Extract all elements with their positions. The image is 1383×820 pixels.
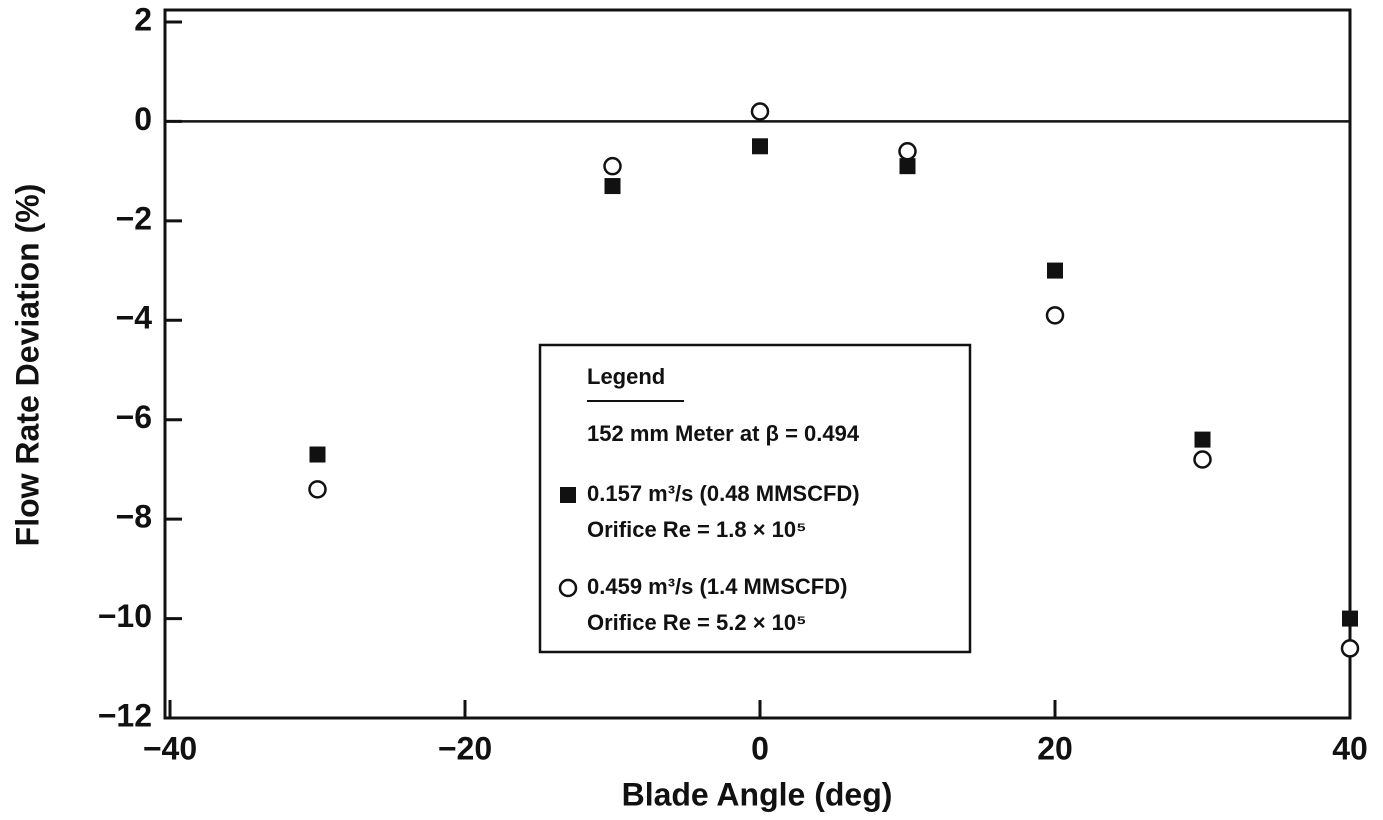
- y-axis-label: Flow Rate Deviation (%): [9, 184, 45, 547]
- legend-detail: Orifice Re = 5.2 × 10⁵: [587, 610, 806, 635]
- y-tick-label: −8: [116, 499, 152, 535]
- point: [603, 156, 622, 176]
- y-tick-label: −4: [116, 300, 153, 336]
- legend-marker: [558, 578, 578, 598]
- legend-marker: [560, 487, 576, 503]
- point: [604, 178, 621, 195]
- x-axis-label: Blade Angle (deg): [622, 776, 893, 812]
- legend-title: Legend: [587, 364, 665, 389]
- x-tick-label: −40: [143, 730, 197, 766]
- point: [898, 142, 917, 161]
- x-tick-label: 0: [751, 730, 769, 766]
- y-tick-label: −6: [116, 399, 152, 435]
- legend-subtitle: 152 mm Meter at β = 0.494: [587, 421, 860, 446]
- point: [750, 102, 770, 121]
- y-tick-label: 2: [134, 1, 152, 37]
- plot-frame: [163, 8, 1352, 720]
- point: [899, 158, 916, 175]
- point: [1194, 431, 1211, 448]
- x-tick-label: 40: [1332, 730, 1368, 766]
- legend-label: 0.459 m³/s (1.4 MMSCFD): [587, 574, 847, 599]
- x-tick-label: −20: [438, 730, 492, 766]
- legend-label: 0.157 m³/s (0.48 MMSCFD): [587, 481, 860, 506]
- y-tick-label: 0: [134, 101, 152, 137]
- legend-box: [538, 343, 972, 654]
- y-tick-label: −12: [98, 697, 152, 733]
- legend-detail: Orifice Re = 1.8 × 10⁵: [587, 517, 806, 542]
- point: [752, 138, 768, 155]
- point: [1047, 262, 1063, 279]
- point: [308, 480, 327, 499]
- point: [309, 446, 326, 463]
- point: [1193, 450, 1212, 469]
- y-tick-label: −2: [116, 200, 152, 236]
- point: [1340, 639, 1360, 658]
- y-tick-label: −10: [98, 598, 152, 634]
- point: [1342, 610, 1358, 627]
- point: [1045, 306, 1065, 325]
- x-tick-label: 20: [1037, 730, 1073, 766]
